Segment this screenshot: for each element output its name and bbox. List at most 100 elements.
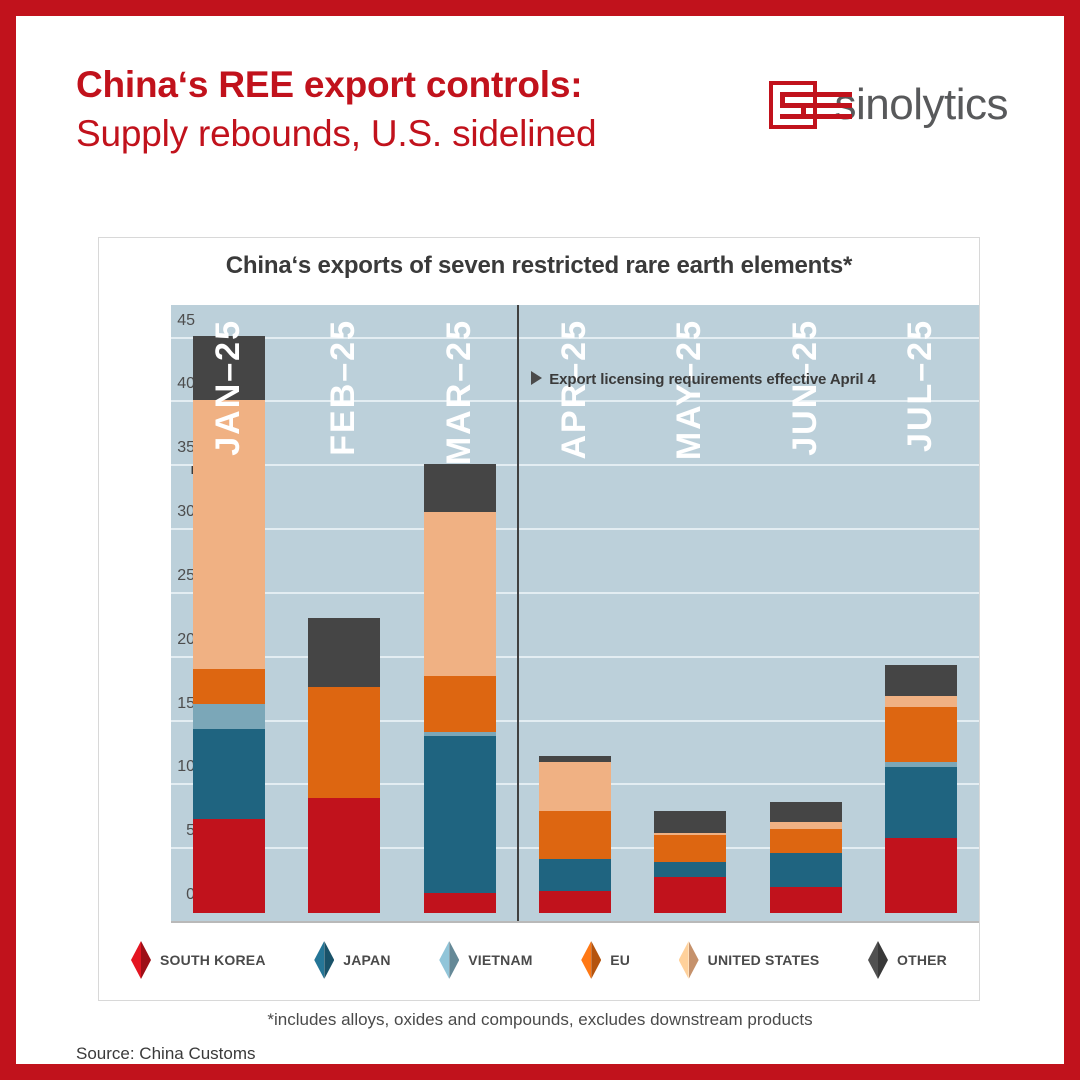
legend-label: EU bbox=[610, 952, 631, 968]
bar-segment-united-states bbox=[769, 822, 842, 829]
bar-segment-eu bbox=[769, 828, 842, 853]
legend-item-eu[interactable]: EU bbox=[581, 941, 630, 979]
header: China‘s REE export controls: Supply rebo… bbox=[76, 64, 1024, 194]
legend-marker-icon bbox=[867, 941, 888, 979]
bar-segment-other bbox=[423, 463, 496, 513]
gridline bbox=[171, 336, 979, 339]
chart-title: China‘s exports of seven restricted rare… bbox=[225, 252, 853, 279]
gridline bbox=[171, 528, 979, 531]
sinolytics-logo: sinolytics bbox=[768, 80, 1009, 130]
y-axis-tick-label: 40 bbox=[177, 375, 195, 393]
bar-segment-japan bbox=[769, 853, 842, 888]
bar-segment-united-states bbox=[423, 512, 496, 676]
bar-segment-south-korea bbox=[192, 818, 265, 913]
legend-label: JAPAN bbox=[343, 952, 391, 968]
page-title-line2: Supply rebounds, U.S. sidelined bbox=[76, 112, 597, 154]
triangle-right-icon bbox=[531, 371, 543, 386]
bar-segment-japan bbox=[885, 767, 958, 838]
bar-segment-eu bbox=[539, 810, 611, 860]
legend-marker-icon bbox=[678, 941, 699, 979]
x-axis-label-feb-25: FEB–25 bbox=[324, 319, 363, 456]
legend-item-other[interactable]: OTHER bbox=[867, 941, 947, 979]
y-axis-tick-label: 30 bbox=[177, 503, 195, 521]
bar-segment-vietnam bbox=[885, 762, 958, 768]
bar-segment-other bbox=[885, 665, 958, 696]
legend-marker-icon bbox=[314, 941, 335, 979]
x-axis-label-jul-25: JUL–25 bbox=[901, 319, 940, 452]
bar-segment-japan bbox=[192, 729, 265, 819]
bar-apr-25 bbox=[539, 756, 611, 913]
bar-segment-vietnam bbox=[423, 731, 496, 736]
bar-segment-other bbox=[769, 801, 842, 823]
bar-segment-japan bbox=[654, 861, 727, 878]
bar-segment-eu bbox=[192, 669, 265, 704]
title-block: China‘s REE export controls: Supply rebo… bbox=[76, 64, 597, 157]
y-axis-tick-label: 25 bbox=[177, 566, 195, 584]
bar-segment-united-states bbox=[539, 762, 611, 811]
gridline bbox=[171, 400, 979, 403]
legend-label: UNITED STATES bbox=[707, 952, 820, 968]
bar-segment-united-states bbox=[885, 695, 958, 708]
bar-segment-vietnam bbox=[192, 703, 265, 730]
bar-segment-south-korea bbox=[654, 877, 727, 913]
bar-segment-eu bbox=[654, 835, 727, 862]
policy-annotation: Export licensing requirements effective … bbox=[531, 371, 876, 388]
bar-segment-eu bbox=[423, 675, 496, 732]
x-axis-baseline bbox=[171, 921, 979, 923]
y-axis-tick-label: 15 bbox=[177, 694, 195, 712]
x-axis-label-jan-25: JAN–25 bbox=[208, 319, 247, 456]
bar-jan-25 bbox=[192, 335, 265, 913]
bar-jul-25 bbox=[885, 665, 958, 913]
bar-segment-japan bbox=[539, 859, 611, 892]
legend-item-vietnam[interactable]: VIETNAM bbox=[439, 941, 532, 979]
gridline bbox=[171, 719, 979, 722]
bar-jun-25 bbox=[769, 801, 842, 913]
bar-segment-japan bbox=[423, 735, 496, 893]
x-axis-label-may-25: MAY–25 bbox=[670, 319, 709, 461]
bar-segment-other bbox=[192, 335, 265, 400]
chart-card: China‘s exports of seven restricted rare… bbox=[98, 237, 980, 1001]
y-axis-tick-label: 0 bbox=[186, 886, 195, 903]
legend-label: OTHER bbox=[896, 952, 947, 968]
bar-may-25 bbox=[654, 810, 727, 913]
x-axis-label-apr-25: APR–25 bbox=[555, 319, 593, 460]
y-axis-tick-label: 20 bbox=[177, 630, 195, 648]
bar-segment-eu bbox=[885, 707, 958, 763]
bar-segment-eu bbox=[308, 687, 381, 799]
bar-feb-25 bbox=[308, 618, 381, 913]
y-axis-tick-label: 10 bbox=[177, 758, 195, 776]
bar-segment-south-korea bbox=[308, 798, 381, 913]
source-note: Source: China Customs bbox=[76, 1044, 256, 1063]
legend-item-south-korea[interactable]: SOUTH KOREA bbox=[131, 941, 266, 979]
bar-segment-other bbox=[308, 618, 381, 688]
x-axis-label-mar-25: MAR–25 bbox=[439, 319, 478, 466]
bar-segment-united-states bbox=[654, 832, 727, 836]
bar-segment-south-korea bbox=[885, 837, 958, 913]
logo-wordmark: sinolytics bbox=[834, 80, 1009, 129]
policy-divider-line bbox=[517, 305, 520, 923]
legend-marker-icon bbox=[581, 941, 602, 979]
bar-segment-united-states bbox=[192, 399, 265, 670]
y-axis-tick-label: 45 bbox=[177, 311, 195, 329]
y-axis-tick-label: 35 bbox=[177, 439, 195, 457]
legend-item-united-states[interactable]: UNITED STATES bbox=[678, 941, 820, 979]
sinolytics-logo-icon bbox=[768, 81, 852, 129]
gridline bbox=[171, 591, 979, 594]
gridline bbox=[171, 655, 979, 658]
bar-segment-south-korea bbox=[423, 892, 496, 913]
legend-item-japan[interactable]: JAPAN bbox=[314, 941, 390, 979]
bar-segment-other bbox=[654, 810, 727, 833]
chart-footnote: *includes alloys, oxides and compounds, … bbox=[267, 1010, 813, 1029]
legend-marker-icon bbox=[439, 941, 460, 979]
bar-segment-other bbox=[539, 756, 611, 763]
gridline bbox=[171, 464, 979, 467]
y-axis-tick-label: 5 bbox=[186, 822, 195, 840]
poster-inner: China‘s REE export controls: Supply rebo… bbox=[32, 32, 1048, 1063]
chart-legend: SOUTH KOREA JAPAN VIETNAM EU UNITED STATES OT… bbox=[119, 936, 959, 984]
legend-label: VIETNAM bbox=[468, 952, 533, 968]
page-title-line1: China‘s REE export controls: bbox=[76, 64, 583, 105]
bar-segment-south-korea bbox=[769, 887, 842, 913]
bar-segment-south-korea bbox=[539, 891, 611, 913]
